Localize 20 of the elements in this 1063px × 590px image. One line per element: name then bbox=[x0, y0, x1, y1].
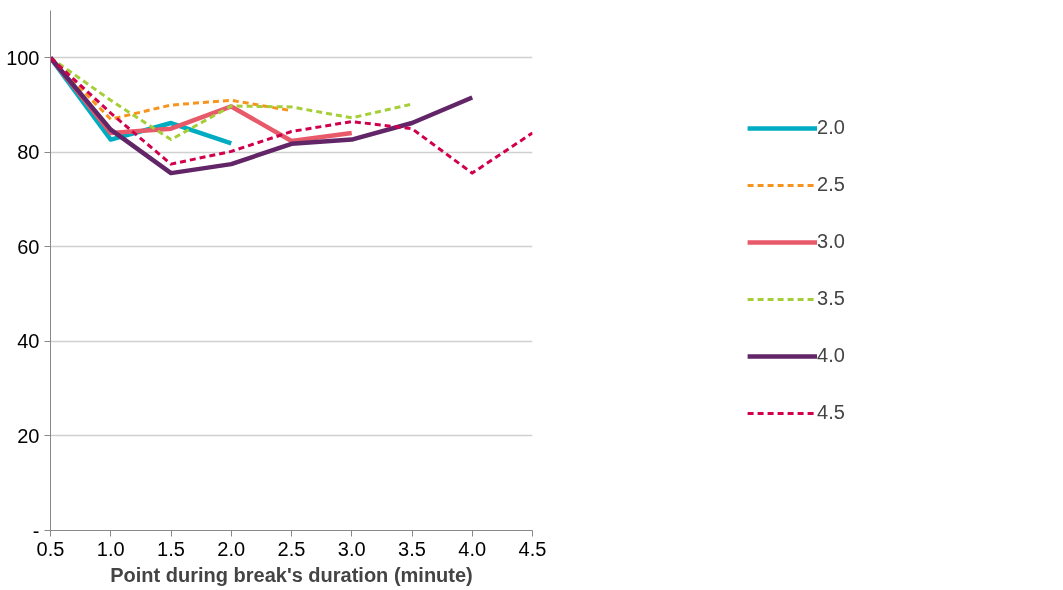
x-tick-label: 1.5 bbox=[157, 537, 185, 560]
x-tick-label: 3.5 bbox=[398, 537, 426, 560]
y-tick-label: 60 bbox=[17, 235, 40, 258]
y-tick-label: 80 bbox=[17, 141, 40, 164]
legend-label: 2.5 bbox=[817, 173, 845, 196]
x-tick-label: 2.5 bbox=[277, 537, 306, 560]
x-axis-title: Point during break's duration (minute) bbox=[110, 563, 473, 586]
x-tick-label: 3.0 bbox=[337, 537, 366, 560]
legend-label: 2.0 bbox=[817, 116, 845, 139]
legend-label: 3.0 bbox=[817, 230, 845, 253]
x-tick-label: 4.5 bbox=[518, 537, 547, 560]
x-tick-label: 1.0 bbox=[96, 537, 125, 560]
legend-label: 4.0 bbox=[817, 344, 845, 367]
x-tick-label: 4.0 bbox=[458, 537, 487, 560]
legend-label: 3.5 bbox=[817, 287, 845, 310]
y-tick-label: 100 bbox=[6, 46, 40, 69]
y-tick-label: 20 bbox=[17, 424, 40, 447]
legend-label: 4.5 bbox=[817, 401, 845, 424]
x-tick-label: 2.0 bbox=[217, 537, 246, 560]
y-tick-label: 40 bbox=[17, 330, 40, 353]
